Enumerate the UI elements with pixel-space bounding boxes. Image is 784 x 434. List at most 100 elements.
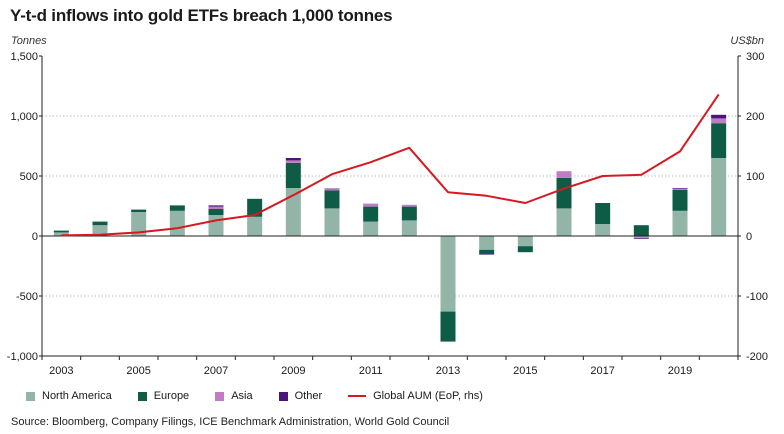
legend-item-other: Other	[278, 390, 323, 402]
legend-label-north-america: North America	[42, 390, 112, 402]
right-tick-label: 200	[746, 111, 764, 123]
bar-segment-asia	[208, 206, 224, 209]
bar-stacks	[53, 114, 727, 342]
bar-segment-north-america	[517, 236, 533, 247]
left-tick-label: 1,000	[10, 111, 38, 123]
bar-segment-north-america	[247, 216, 263, 236]
bar-segment-asia	[324, 189, 340, 191]
legend-label-global-aum: Global AUM (EoP, rhs)	[373, 390, 483, 402]
bar-segment-europe	[53, 230, 69, 233]
bar-segment-europe	[633, 225, 649, 236]
x-tick-label: 2007	[204, 365, 228, 377]
x-axis-tick-labels: 2003 2005 2007 2009 2011 2013 2015 2017 2019	[49, 365, 692, 377]
x-tick-label: 2019	[668, 365, 692, 377]
bar-segment-north-america	[440, 236, 456, 312]
bar-segment-asia	[401, 204, 417, 207]
bar-segment-north-america	[633, 236, 649, 238]
left-tick-label: -1,000	[7, 351, 38, 363]
bar-segment-europe	[169, 205, 185, 211]
bar-segment-north-america	[479, 236, 495, 250]
bar-segment-asia	[633, 237, 649, 239]
bar-segment-north-america	[53, 232, 69, 236]
gridlines	[42, 115, 738, 297]
bar-segment-other	[208, 205, 224, 207]
legend-item-asia: Asia	[215, 390, 253, 402]
bar-segment-europe	[517, 246, 533, 253]
x-tick-label: 2011	[359, 365, 383, 377]
source-note: Source: Bloomberg, Company Filings, ICE …	[11, 416, 450, 428]
bar-segment-north-america	[672, 210, 688, 236]
bar-segment-europe	[672, 189, 688, 211]
bar-segment-north-america	[711, 158, 727, 236]
bar-segment-europe	[556, 177, 572, 209]
bar-segment-asia	[672, 188, 688, 190]
bar-segment-asia	[711, 118, 727, 124]
bar-segment-europe	[285, 162, 301, 188]
bar-segment-asia	[363, 203, 379, 207]
axes	[39, 55, 741, 360]
x-tick-label: 2015	[513, 365, 537, 377]
left-tick-label: 0	[32, 231, 38, 243]
bar-segment-europe	[595, 203, 611, 224]
chart-title: Y-t-d inflows into gold ETFs breach 1,00…	[10, 6, 393, 25]
legend-swatch-europe	[137, 391, 147, 401]
bar-segment-asia	[556, 171, 572, 178]
x-tick-label: 2003	[49, 365, 73, 377]
bar-segment-north-america	[324, 208, 340, 236]
left-axis-tick-labels: 1,500 1,000 500 0 -500 -1,000	[7, 51, 38, 363]
x-tick-label: 2013	[436, 365, 460, 377]
right-axis-unit: US$bn	[730, 35, 764, 47]
left-axis-unit: Tonnes	[11, 35, 47, 47]
bar-segment-asia	[285, 160, 301, 163]
aum-line	[61, 93, 720, 237]
bar-segment-europe	[711, 123, 727, 158]
legend-swatch-asia	[215, 391, 225, 401]
legend-label-europe: Europe	[153, 390, 190, 402]
chart-area: 1,500 1,000 500 0 -500 -1,000 300 200 100 0 -100 -…	[7, 51, 768, 377]
legend-item-europe: Europe	[137, 390, 190, 402]
bar-segment-europe	[324, 190, 340, 209]
legend-swatch-north-america	[26, 391, 35, 401]
x-tick-label: 2017	[590, 365, 614, 377]
bar-segment-europe	[208, 209, 224, 215]
global-aum-line	[61, 93, 720, 237]
bar-segment-europe	[92, 221, 108, 226]
bar-segment-other	[285, 158, 301, 161]
bar-segment-other	[479, 253, 495, 255]
legend-item-north-america: North America	[26, 390, 112, 402]
bar-segment-other	[672, 188, 688, 189]
bar-segment-north-america	[92, 225, 108, 236]
legend-swatch-global-aum	[348, 395, 367, 397]
x-tick-label: 2005	[126, 365, 150, 377]
left-tick-label: 1,500	[10, 51, 38, 63]
bar-segment-europe	[440, 311, 456, 342]
left-tick-label: -500	[16, 291, 38, 303]
legend-swatch-other	[278, 391, 288, 401]
legend-label-asia: Asia	[231, 390, 253, 402]
right-tick-label: -100	[746, 291, 768, 303]
x-tick-label: 2009	[281, 365, 305, 377]
legend-item-global-aum: Global AUM (EoP, rhs)	[348, 390, 483, 402]
right-tick-label: 0	[746, 231, 752, 243]
bar-segment-north-america	[131, 212, 147, 236]
right-tick-label: 300	[746, 51, 764, 63]
right-tick-label: -200	[746, 351, 768, 363]
bar-segment-europe	[363, 206, 379, 222]
bar-segment-europe	[131, 209, 147, 212]
bar-segment-north-america	[363, 221, 379, 236]
right-tick-label: 100	[746, 171, 764, 183]
right-axis-tick-labels: 300 200 100 0 -100 -200	[746, 51, 768, 363]
bar-segment-north-america	[285, 188, 301, 236]
bar-segment-north-america	[595, 224, 611, 236]
bar-segment-other	[711, 114, 727, 119]
bar-segment-europe	[479, 249, 495, 254]
bar-segment-other	[324, 188, 340, 190]
bar-segment-north-america	[401, 220, 417, 236]
legend: North America Europe Asia Other Global A…	[26, 390, 509, 402]
bar-segment-north-america	[208, 215, 224, 236]
left-tick-label: 500	[20, 171, 38, 183]
bar-segment-other	[633, 238, 649, 239]
legend-label-other: Other	[294, 390, 323, 402]
bar-segment-north-america	[556, 208, 572, 236]
bar-segment-north-america	[169, 210, 185, 236]
